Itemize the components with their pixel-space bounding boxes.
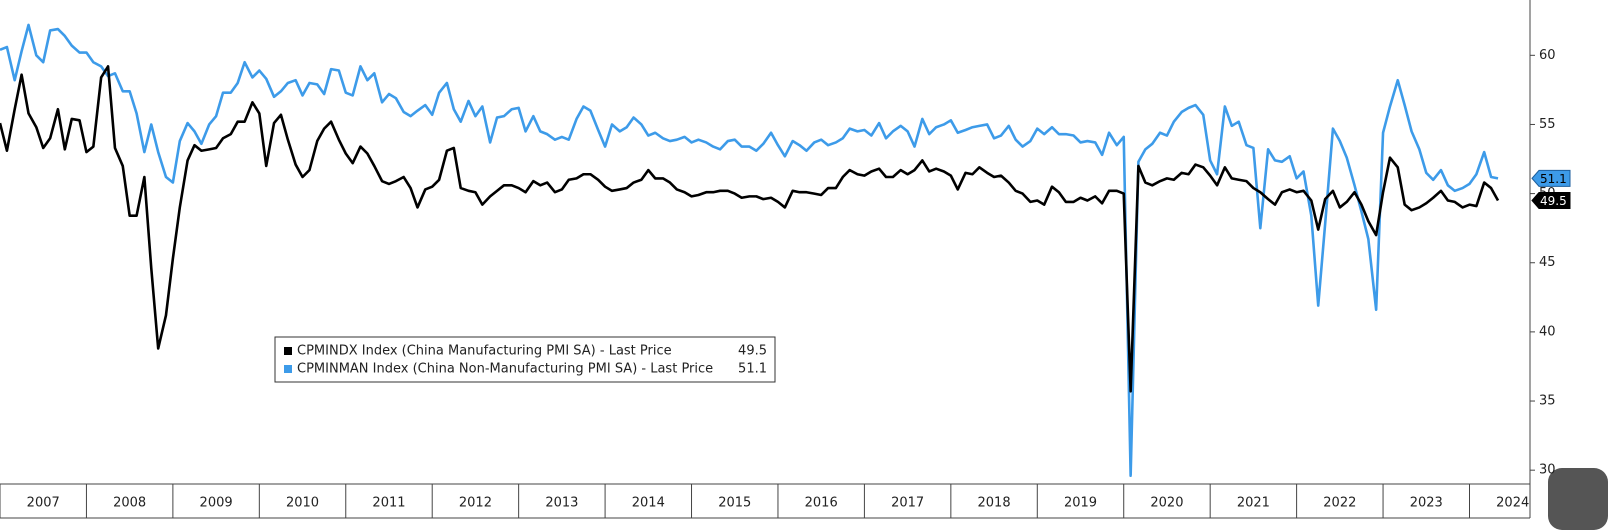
x-tick-label: 2015 — [718, 496, 751, 511]
legend-swatch — [284, 347, 292, 355]
x-tick-label: 2018 — [978, 496, 1011, 511]
legend-label: CPMINMAN Index (China Non-Manufacturing … — [297, 362, 713, 377]
x-tick-label: 2016 — [805, 496, 838, 511]
y-tick-label: 60 — [1539, 48, 1556, 63]
x-tick-label: 2011 — [372, 496, 405, 511]
line — [0, 23, 1499, 477]
y-tick-label: 30 — [1539, 463, 1556, 478]
value-tag-label: 49.5 — [1540, 194, 1567, 208]
x-tick-label: 2008 — [113, 496, 146, 511]
y-tick-label: 40 — [1539, 324, 1556, 339]
value-tag — [1531, 169, 1571, 187]
x-tick-label: 2020 — [1150, 496, 1183, 511]
x-tick-label: 2014 — [632, 496, 665, 511]
legend-label: CPMINDX Index (China Manufacturing PMI S… — [297, 344, 672, 359]
value-tag-label: 51.1 — [1540, 172, 1567, 186]
legend-box — [274, 336, 776, 383]
line — [0, 65, 1500, 393]
x-tick-label: 2017 — [891, 496, 924, 511]
x-tick-label: 2021 — [1237, 496, 1270, 511]
legend-value: 51.1 — [738, 362, 767, 377]
x-tick-label: 2019 — [1064, 496, 1097, 511]
x-tick-label: 2012 — [459, 496, 492, 511]
x-tick-label: 2013 — [545, 496, 578, 511]
x-tick-label: 2023 — [1410, 496, 1443, 511]
y-tick-label: 45 — [1539, 255, 1556, 270]
legend: CPMINDX Index (China Manufacturing PMI S… — [274, 336, 776, 383]
x-tick-label: 2010 — [286, 496, 319, 511]
y-tick-label: 55 — [1539, 117, 1556, 132]
value-tag — [1531, 192, 1571, 210]
legend-value: 49.5 — [738, 344, 767, 359]
y-tick-label: 35 — [1539, 394, 1556, 409]
legend-swatch — [284, 365, 292, 373]
x-tick-label: 2009 — [200, 496, 233, 511]
x-tick-label: 2007 — [27, 496, 60, 511]
x-tick-label: 2024 — [1496, 496, 1529, 511]
x-tick-label: 2022 — [1323, 496, 1356, 511]
corner-button[interactable] — [1548, 468, 1608, 530]
